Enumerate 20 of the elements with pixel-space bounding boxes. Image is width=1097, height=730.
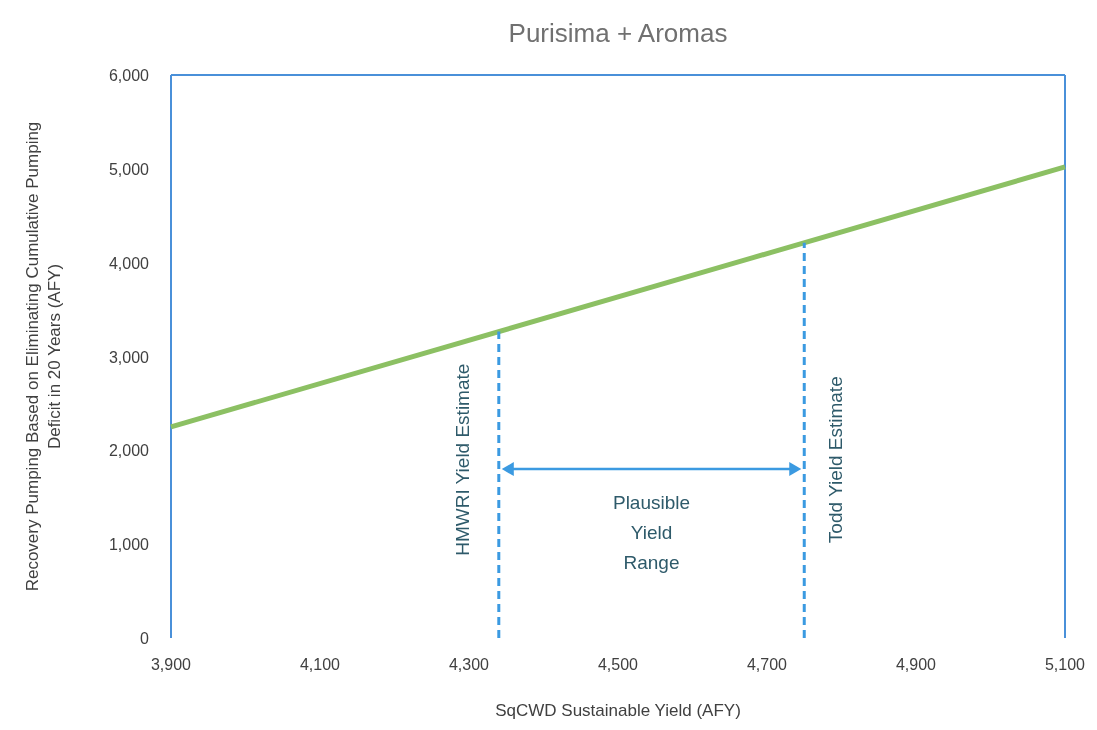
y-tick-label: 6,000 [108,67,150,84]
chart-title: Purisima + Aromas [508,18,728,48]
y-tick-label: 3,000 [108,348,150,366]
annotation: Plausible Yield Range [612,492,691,574]
ref-line-label: Todd Yield Estimate [825,376,847,544]
y-tick-label: 1,000 [108,536,150,554]
ref-line-label: HMWRI Yield Estimate [451,363,473,556]
x-axis-title: SqCWD Sustainable Yield (AFY) [495,701,741,720]
y-tick-label: 4,000 [108,254,150,272]
x-tick-label: 4,900 [895,656,937,673]
x-tick-label: 4,300 [448,656,490,673]
x-tick-label: 3,900 [150,656,192,673]
y-tick-label: 5,000 [108,160,150,178]
y-axis-title: Recovery Pumping Based on Eliminating Cumulative Pumping Deficit in 20 Years (AFY) [23,121,64,592]
x-tick-label: 4,700 [746,656,788,673]
y-tick-label: 0 [140,630,150,647]
y-tick-label: 2,000 [108,442,150,460]
x-tick-label: 5,100 [1044,656,1086,673]
x-tick-label: 4,100 [299,656,341,673]
x-tick-label: 4,500 [597,656,639,673]
